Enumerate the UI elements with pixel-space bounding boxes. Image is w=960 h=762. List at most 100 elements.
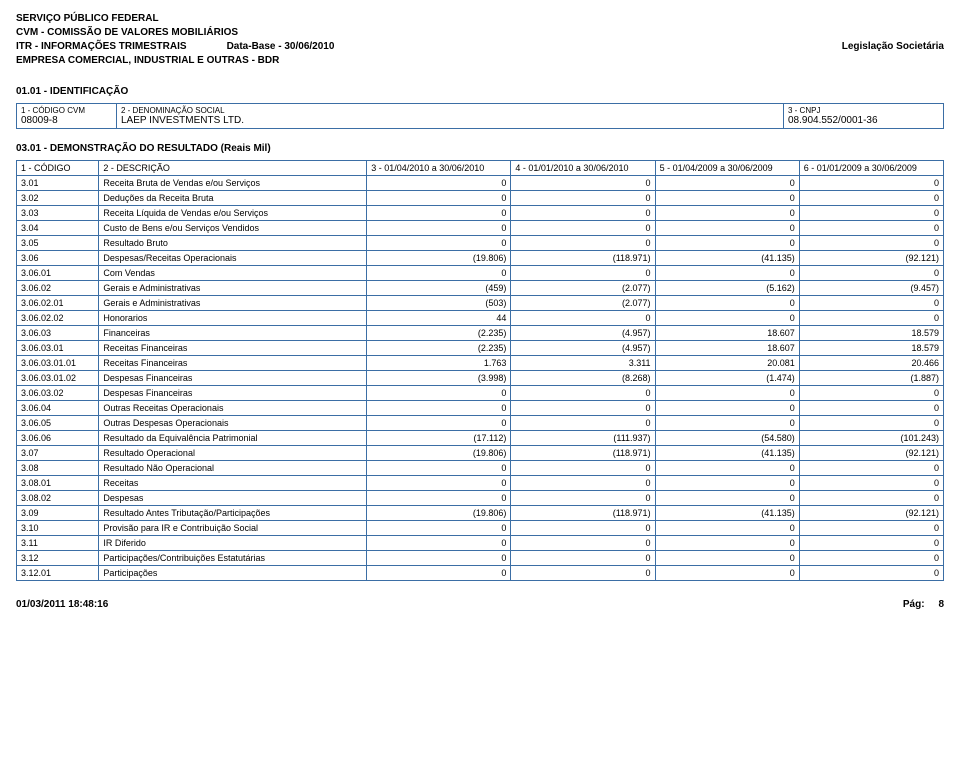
table-row: 3.03Receita Líquida de Vendas e/ou Servi… <box>17 206 944 221</box>
cell-desc: Receitas Financeiras <box>99 356 367 371</box>
cell-value: 0 <box>799 296 943 311</box>
cell-code: 3.06.04 <box>17 401 99 416</box>
cell-value: 0 <box>367 536 511 551</box>
table-row: 3.04Custo de Bens e/ou Serviços Vendidos… <box>17 221 944 236</box>
cell-value: 18.607 <box>655 341 799 356</box>
cell-value: 0 <box>511 566 655 581</box>
cell-value: 0 <box>799 206 943 221</box>
table-row: 3.10Provisão para IR e Contribuição Soci… <box>17 521 944 536</box>
table-row: 3.06.03.01Receitas Financeiras(2.235)(4.… <box>17 341 944 356</box>
cell-value: 0 <box>367 206 511 221</box>
cell-value: 0 <box>655 296 799 311</box>
cell-desc: Outras Receitas Operacionais <box>99 401 367 416</box>
cell-code: 3.06.03.01 <box>17 341 99 356</box>
id-col3-label: 3 - CNPJ <box>788 106 939 115</box>
cell-desc: Deduções da Receita Bruta <box>99 191 367 206</box>
identification-table: 1 - CÓDIGO CVM 08009-8 2 - DENOMINAÇÃO S… <box>16 103 944 129</box>
cell-value: (5.162) <box>655 281 799 296</box>
table-row: 3.06.03.01.01Receitas Financeiras1.7633.… <box>17 356 944 371</box>
cell-code: 3.03 <box>17 206 99 221</box>
cell-desc: Participações/Contribuições Estatutárias <box>99 551 367 566</box>
cell-code: 3.12 <box>17 551 99 566</box>
cell-value: 0 <box>511 536 655 551</box>
cell-code: 3.06.03.02 <box>17 386 99 401</box>
table-row: 3.05Resultado Bruto0000 <box>17 236 944 251</box>
cell-value: (92.121) <box>799 251 943 266</box>
table-row: 3.12.01Participações0000 <box>17 566 944 581</box>
th-p4: 4 - 01/01/2010 a 30/06/2010 <box>511 161 655 176</box>
cell-value: 0 <box>799 221 943 236</box>
cell-code: 3.04 <box>17 221 99 236</box>
cell-desc: Despesas <box>99 491 367 506</box>
cell-desc: Resultado Não Operacional <box>99 461 367 476</box>
cell-value: 18.607 <box>655 326 799 341</box>
income-statement-table: 1 - CÓDIGO 2 - DESCRIÇÃO 3 - 01/04/2010 … <box>16 160 944 581</box>
cell-value: (118.971) <box>511 446 655 461</box>
cell-desc: Receita Líquida de Vendas e/ou Serviços <box>99 206 367 221</box>
id-col1-label: 1 - CÓDIGO CVM <box>21 106 112 115</box>
cell-value: (2.235) <box>367 326 511 341</box>
table-row: 3.06.02.02Honorarios44000 <box>17 311 944 326</box>
cell-code: 3.06.03 <box>17 326 99 341</box>
table-row: 3.07Resultado Operacional(19.806)(118.97… <box>17 446 944 461</box>
hdr-line3-left: ITR - INFORMAÇÕES TRIMESTRAIS <box>16 40 187 54</box>
table-row: 3.06.03Financeiras(2.235)(4.957)18.60718… <box>17 326 944 341</box>
cell-code: 3.06.06 <box>17 431 99 446</box>
cell-value: 0 <box>367 491 511 506</box>
cell-desc: Resultado da Equivalência Patrimonial <box>99 431 367 446</box>
cell-value: 0 <box>511 176 655 191</box>
cell-value: 0 <box>367 476 511 491</box>
cell-code: 3.06 <box>17 251 99 266</box>
cell-desc: Despesas/Receitas Operacionais <box>99 251 367 266</box>
cell-desc: Receita Bruta de Vendas e/ou Serviços <box>99 176 367 191</box>
cell-code: 3.06.03.01.01 <box>17 356 99 371</box>
cell-value: 1.763 <box>367 356 511 371</box>
hdr-line3-mid: Data-Base - 30/06/2010 <box>227 40 335 54</box>
cell-value: 0 <box>799 236 943 251</box>
cell-value: 0 <box>511 236 655 251</box>
id-col1-value: 08009-8 <box>21 115 112 126</box>
cell-value: (118.971) <box>511 506 655 521</box>
cell-desc: Resultado Operacional <box>99 446 367 461</box>
cell-value: 0 <box>799 401 943 416</box>
table-row: 3.06.05Outras Despesas Operacionais0000 <box>17 416 944 431</box>
cell-value: (503) <box>367 296 511 311</box>
cell-value: (41.135) <box>655 506 799 521</box>
cell-value: 0 <box>511 386 655 401</box>
hdr-line3-right: Legislação Societária <box>842 40 944 54</box>
th-p6: 6 - 01/01/2009 a 30/06/2009 <box>799 161 943 176</box>
cell-value: 0 <box>367 191 511 206</box>
cell-value: 0 <box>367 416 511 431</box>
hdr-line4: EMPRESA COMERCIAL, INDUSTRIAL E OUTRAS -… <box>16 54 944 68</box>
cell-value: 0 <box>799 386 943 401</box>
id-col3-value: 08.904.552/0001-36 <box>788 115 939 126</box>
cell-code: 3.07 <box>17 446 99 461</box>
cell-code: 3.08 <box>17 461 99 476</box>
cell-value: 0 <box>655 386 799 401</box>
cell-value: 0 <box>799 566 943 581</box>
cell-value: 0 <box>799 416 943 431</box>
table-row: 3.08.02Despesas0000 <box>17 491 944 506</box>
cell-desc: Participações <box>99 566 367 581</box>
cell-value: 0 <box>367 566 511 581</box>
cell-value: 0 <box>799 536 943 551</box>
cell-value: 0 <box>655 311 799 326</box>
cell-desc: Honorarios <box>99 311 367 326</box>
section-id-title: 01.01 - IDENTIFICAÇÃO <box>16 86 944 97</box>
cell-value: 0 <box>367 221 511 236</box>
cell-value: 20.081 <box>655 356 799 371</box>
cell-value: 0 <box>799 476 943 491</box>
th-p3: 3 - 01/04/2010 a 30/06/2010 <box>367 161 511 176</box>
cell-value: 0 <box>655 176 799 191</box>
page-footer: 01/03/2011 18:48:16 Pág: 8 <box>16 599 944 610</box>
cell-code: 3.06.05 <box>17 416 99 431</box>
cell-desc: Receitas <box>99 476 367 491</box>
cell-code: 3.08.02 <box>17 491 99 506</box>
cell-value: 0 <box>799 176 943 191</box>
cell-value: 0 <box>799 491 943 506</box>
cell-value: 0 <box>655 476 799 491</box>
cell-code: 3.06.03.01.02 <box>17 371 99 386</box>
cell-value: (9.457) <box>799 281 943 296</box>
cell-value: 0 <box>655 491 799 506</box>
cell-value: 0 <box>655 416 799 431</box>
